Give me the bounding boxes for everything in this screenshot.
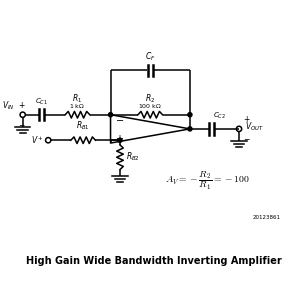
Text: $C_{C2}$: $C_{C2}$ — [213, 111, 225, 121]
Text: $A_V = -\dfrac{R_2}{R_1} = -100$: $A_V = -\dfrac{R_2}{R_1} = -100$ — [164, 170, 249, 192]
Text: +: + — [243, 115, 249, 124]
Text: $R_{B1}$: $R_{B1}$ — [76, 119, 90, 132]
Text: $V_{IN}$: $V_{IN}$ — [2, 99, 15, 112]
Text: $R_2$: $R_2$ — [145, 93, 155, 105]
Text: 100 k$\Omega$: 100 k$\Omega$ — [138, 102, 162, 110]
Circle shape — [118, 138, 122, 142]
Text: High Gain Wide Bandwidth Inverting Amplifier: High Gain Wide Bandwidth Inverting Ampli… — [26, 256, 282, 266]
Circle shape — [188, 113, 192, 117]
Text: $R_{B2}$: $R_{B2}$ — [126, 151, 140, 164]
Text: $C_{C1}$: $C_{C1}$ — [35, 97, 48, 107]
Text: $-$: $-$ — [18, 120, 26, 128]
Text: $-$: $-$ — [115, 114, 124, 124]
Text: 20123861: 20123861 — [253, 215, 281, 220]
Text: $C_F$: $C_F$ — [145, 50, 156, 63]
Text: $V_{OUT}$: $V_{OUT}$ — [245, 121, 264, 133]
Text: $+$: $+$ — [115, 133, 124, 144]
Text: $V^+$: $V^+$ — [30, 134, 43, 146]
Text: $R_1$: $R_1$ — [72, 93, 83, 105]
Text: $-$: $-$ — [243, 134, 250, 143]
Circle shape — [188, 127, 192, 131]
Text: 1 k$\Omega$: 1 k$\Omega$ — [69, 102, 86, 110]
Text: +: + — [18, 101, 25, 110]
Circle shape — [108, 113, 113, 117]
